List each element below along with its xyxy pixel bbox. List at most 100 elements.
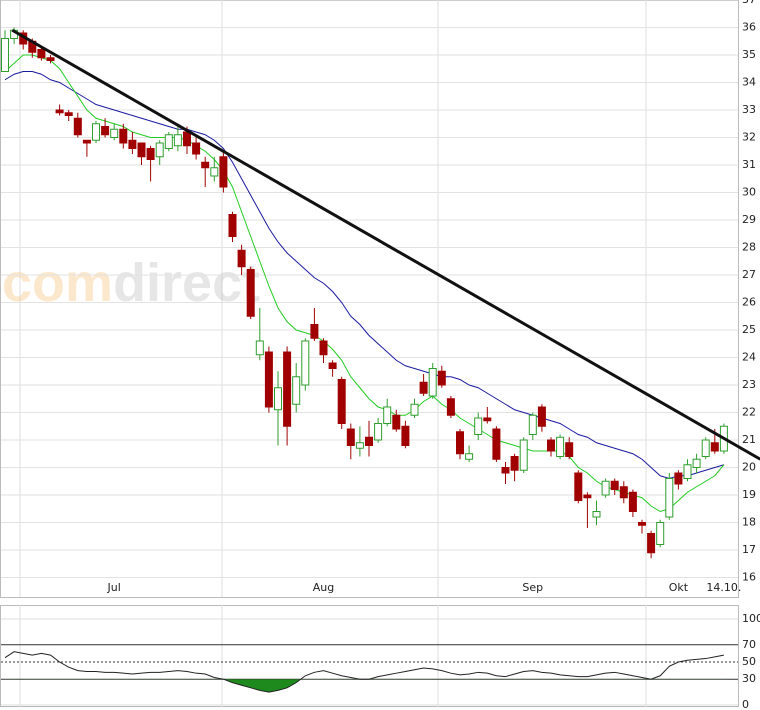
candle-body [665, 478, 674, 518]
candle-body [656, 522, 665, 545]
candle-body [610, 480, 619, 490]
candle-body [710, 442, 719, 452]
candle-body [346, 428, 355, 446]
y-tick-label: 36 [742, 21, 756, 34]
candle-body [110, 128, 119, 138]
y-tick-label: 34 [742, 76, 756, 89]
y-tick-label: 17 [742, 543, 756, 556]
candle-body [319, 340, 328, 356]
y-tick-label: 33 [742, 103, 756, 116]
y-tick-label: 24 [742, 351, 756, 364]
candle-body [92, 123, 100, 141]
candle-body [119, 128, 128, 144]
y-tick-label: 19 [742, 488, 756, 501]
candle-body [437, 370, 446, 386]
candle-body [574, 472, 583, 501]
candle-body [519, 439, 528, 471]
candle-body [183, 131, 191, 147]
candle-body [292, 376, 301, 405]
candle-body [164, 134, 173, 149]
y-tick-label: 27 [742, 268, 756, 281]
candle-body [1, 38, 9, 72]
candle-body [492, 428, 501, 460]
watermark-part: com [2, 253, 113, 313]
y-tick-label: 0 [742, 698, 749, 710]
moving-average-line [4, 71, 725, 480]
candle-body [201, 161, 210, 169]
watermark-part: direct [113, 253, 260, 313]
candle-body [365, 436, 373, 446]
frame [0, 0, 739, 707]
candle-body [337, 379, 346, 424]
candle-body [192, 142, 201, 155]
x-tick-label: Aug [313, 581, 334, 594]
candle-body [55, 109, 64, 114]
indicator-fill [223, 679, 301, 693]
candle-body [155, 142, 164, 158]
y-tick-label: 30 [742, 186, 756, 199]
x-tick-label: Okt [669, 581, 689, 594]
candle-body [392, 414, 401, 430]
y-tick-label: 26 [742, 296, 756, 309]
y-tick-label: 31 [742, 158, 756, 171]
candle-body [37, 49, 46, 59]
candle-body [601, 480, 610, 496]
y-tick-label: 16 [742, 571, 756, 584]
candle-body [173, 134, 182, 147]
candle-body [619, 486, 628, 499]
candle-body [264, 351, 273, 408]
candle-body [683, 464, 692, 479]
y-tick-label: 21 [742, 433, 756, 446]
candle-body [328, 362, 337, 369]
candle-body [456, 431, 464, 455]
candle-body [419, 381, 428, 394]
y-tick-label: 29 [742, 213, 756, 226]
candle-body [64, 112, 73, 116]
y-tick-label: 35 [742, 48, 756, 61]
candle-body [501, 467, 510, 474]
watermark: comdirect [2, 253, 260, 313]
candle-body [528, 414, 537, 435]
candle-body [556, 436, 565, 457]
y-tick-label: 20 [742, 461, 756, 474]
candle-body [374, 423, 383, 441]
y-tick-label: 22 [742, 406, 756, 419]
candle-body [583, 494, 592, 499]
candle-body [355, 442, 364, 449]
candle-body [701, 439, 710, 457]
candle-body [428, 368, 437, 397]
candle-body [219, 156, 228, 188]
y-tick-label: 50 [742, 655, 756, 668]
y-tick-label: 32 [742, 131, 756, 144]
candle-body [474, 417, 483, 435]
candle-body [510, 456, 519, 471]
candle-body [565, 442, 574, 457]
candle-body [274, 387, 282, 411]
candle-body [146, 148, 155, 160]
candle-body [647, 533, 656, 554]
indicator-line [4, 651, 724, 693]
y-tick-label: 100 [742, 612, 760, 625]
indicator-frame [0, 605, 739, 707]
candle-body [101, 126, 110, 136]
candle-body [674, 472, 683, 485]
y-tick-label: 18 [742, 516, 756, 529]
candle-body [46, 57, 55, 61]
candle-body [628, 491, 637, 512]
x-tick-label: Jul [107, 581, 121, 594]
y-tick-label: 25 [742, 323, 756, 336]
candle-body [446, 398, 455, 416]
y-tick-label: 28 [742, 241, 756, 254]
y-tick-label: 70 [742, 638, 756, 651]
candle-body [547, 439, 555, 452]
candle-body [283, 351, 292, 427]
candle-body [228, 214, 237, 237]
y-tick-label: 23 [742, 378, 756, 391]
candle-body [592, 511, 601, 518]
candle-body [401, 425, 410, 446]
candle-body [255, 340, 264, 356]
candle-body [692, 458, 701, 468]
trend-line [11, 28, 760, 461]
